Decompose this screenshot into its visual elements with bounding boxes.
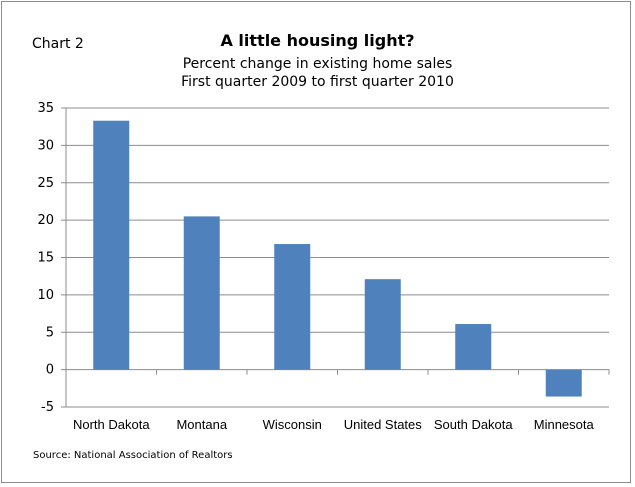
y-tick-label: 35 [37, 101, 54, 116]
category-label: South Dakota [434, 417, 514, 432]
y-tick-label: 15 [37, 251, 54, 266]
y-tick-label: 10 [37, 288, 54, 303]
source-note: Source: National Association of Realtors [33, 450, 233, 461]
y-tick-label: 30 [37, 138, 54, 153]
bar [183, 216, 220, 370]
chart-subtitle-line1: Percent change in existing home sales [182, 56, 453, 72]
category-label: Minnesota [534, 417, 595, 432]
bar [93, 120, 130, 370]
chart-title: A little housing light? [220, 31, 415, 50]
category-label: United States [344, 417, 423, 432]
bar [274, 244, 311, 370]
bar [545, 369, 582, 397]
category-label: Montana [176, 417, 227, 432]
y-tick-label: 25 [37, 176, 54, 191]
y-tick-label: 0 [46, 363, 54, 378]
bar [364, 279, 401, 370]
bar [455, 324, 492, 370]
y-tick-label: -5 [41, 400, 54, 415]
y-tick-label: 20 [37, 213, 54, 228]
chart-subtitle-line2: First quarter 2009 to first quarter 2010 [181, 74, 454, 90]
category-label: North Dakota [73, 417, 150, 432]
chart-number-label: Chart 2 [32, 36, 84, 52]
category-label: Wisconsin [263, 417, 322, 432]
y-tick-label: 5 [46, 325, 54, 340]
